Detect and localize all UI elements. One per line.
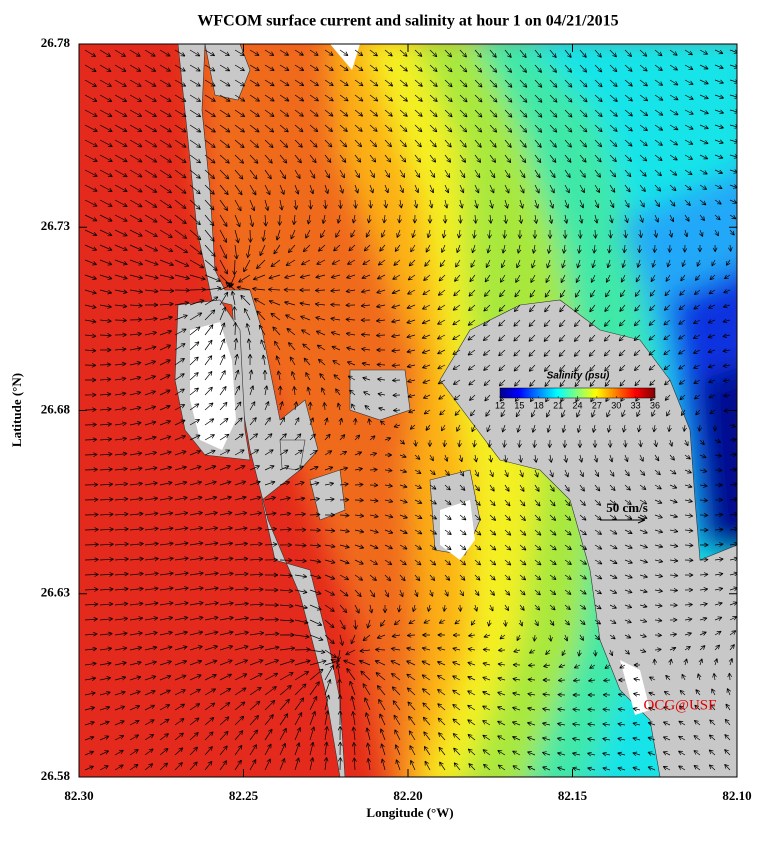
y-tick-label: 26.78 bbox=[41, 35, 71, 50]
colorbar-tick-label: 30 bbox=[611, 400, 621, 410]
x-tick-label: 82.30 bbox=[64, 788, 93, 803]
y-axis-label: Latitude (°N) bbox=[9, 373, 24, 447]
y-tick-label: 26.63 bbox=[41, 585, 71, 600]
x-tick-label: 82.25 bbox=[229, 788, 259, 803]
colorbar-tick-label: 33 bbox=[631, 400, 641, 410]
salinity-field bbox=[79, 44, 737, 777]
colorbar-tick-label: 27 bbox=[592, 400, 602, 410]
x-axis-label: Longitude (°W) bbox=[366, 805, 453, 820]
colorbar-tick-label: 24 bbox=[572, 400, 582, 410]
x-tick-label: 82.10 bbox=[722, 788, 751, 803]
colorbar-tick-label: 21 bbox=[553, 400, 563, 410]
scale-arrow-head bbox=[637, 516, 646, 524]
colorbar-tick-label: 36 bbox=[650, 400, 660, 410]
colorbar-tick-label: 18 bbox=[534, 400, 544, 410]
scale-label: 50 cm/s bbox=[606, 500, 648, 515]
map-title: WFCOM surface current and salinity at ho… bbox=[197, 13, 618, 30]
colorbar-tick-label: 15 bbox=[514, 400, 524, 410]
credit: OCG@USF bbox=[643, 697, 716, 713]
y-tick-label: 26.73 bbox=[41, 218, 71, 233]
x-tick-label: 82.20 bbox=[393, 788, 422, 803]
colorbar-tick-label: 12 bbox=[495, 400, 505, 410]
y-tick-label: 26.68 bbox=[41, 401, 71, 416]
colorbar-title: Salinity (psu) bbox=[547, 371, 610, 382]
current-vectors bbox=[84, 49, 737, 772]
colorbar: Salinity (psu) 12 15 18 21 24 27 30 33 36 bbox=[495, 371, 660, 411]
y-tick-label: 26.58 bbox=[41, 768, 71, 783]
x-tick-label: 82.15 bbox=[558, 788, 588, 803]
